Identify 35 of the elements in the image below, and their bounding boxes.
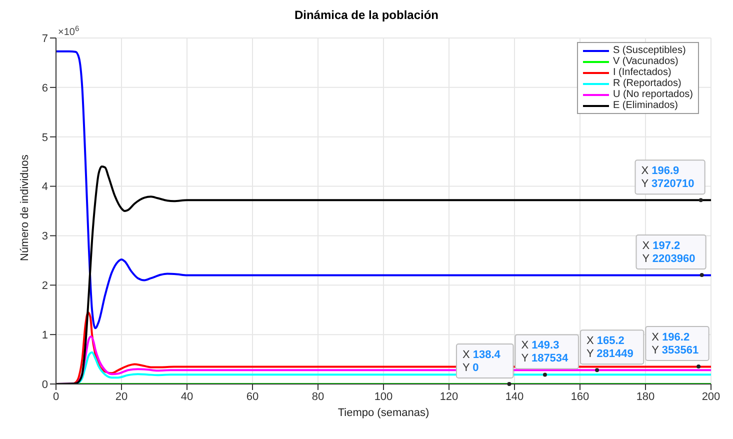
x-tick-label: 80 [312, 390, 324, 403]
y-tick-label: 6 [42, 82, 48, 94]
y-tick-label: 4 [42, 181, 48, 194]
annotation: X 138.4 Y 0 [462, 349, 502, 374]
y-tick-label: 2 [42, 280, 48, 292]
x-tick-label: 0 [52, 390, 60, 403]
legend-label: I (Infectados) [612, 67, 672, 78]
y-tick-label: 0 [42, 378, 48, 391]
annotation: X 149.3 Y 187534 [521, 340, 570, 365]
x-tick-label: 180 [636, 390, 655, 403]
x-tick-label: 140 [505, 390, 524, 403]
x-tick-label: 20 [115, 390, 128, 403]
x-tick-label: 100 [374, 390, 393, 403]
legend-label: V (Vacunados) [612, 56, 678, 67]
legend-label: U (No reportados) [612, 89, 693, 100]
annotation: ×10$^{6}$ [58, 24, 80, 38]
annotation: X 165.2 Y 281449 [586, 335, 634, 360]
legend-label: E (Eliminados) [612, 100, 678, 111]
legend-label: S (Susceptibles) [612, 45, 686, 56]
y-tick-label: 3 [42, 230, 48, 243]
y-tick-label: 7 [42, 32, 48, 45]
annotation: X 197.2 Y 2203960 [642, 240, 696, 266]
x-tick-label: 160 [570, 390, 590, 403]
annotation: X 196.2 Y 353561 [652, 332, 699, 357]
legend-label: R (Reportados) [612, 78, 682, 89]
chart-title: Dinámica de la población [293, 8, 440, 24]
annotation: X 196.9 Y 3720710 [641, 165, 694, 190]
y-tick-label: 5 [42, 132, 48, 144]
y-axis-title: Número de individuos [18, 154, 31, 261]
x-tick-label: 40 [180, 390, 194, 403]
x-tick-label: 200 [702, 390, 720, 403]
y-tick-label: 1 [42, 329, 48, 342]
x-axis-title: Tiempo (semanas) [338, 407, 430, 419]
x-tick-label: 60 [246, 390, 259, 403]
x-tick-label: 120 [440, 390, 458, 403]
